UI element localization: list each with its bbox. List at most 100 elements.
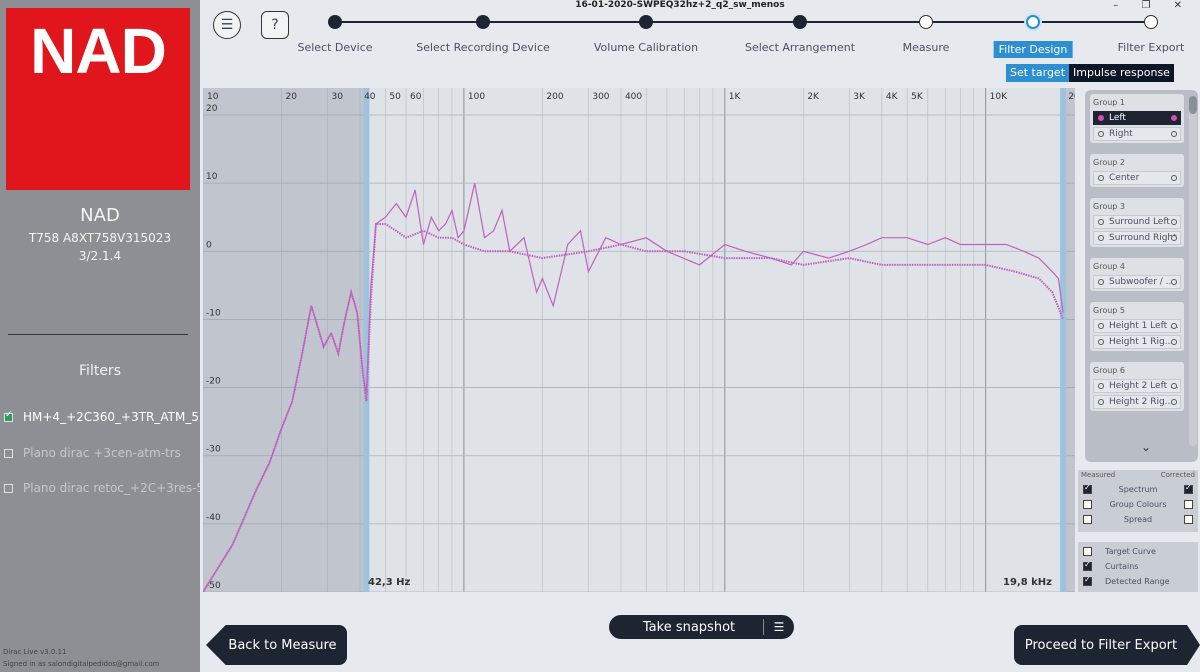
step-filter-design[interactable]: Filter Design [993, 41, 1073, 58]
group-box-6: Group 6 Height 2 Left ... Height 2 Rig... [1090, 362, 1184, 411]
window-controls[interactable]: – ❐ ✕ [1113, 0, 1192, 11]
x-tick-label: 60 [410, 92, 422, 102]
plot-background [203, 88, 1075, 592]
filters-title: Filters [79, 363, 121, 379]
option-group-colours: Group Colours [1078, 498, 1198, 512]
x-tick-label: 3K [853, 92, 866, 102]
y-tick-label: -10 [206, 308, 221, 318]
option-target-curve[interactable]: Target Curve [1078, 545, 1198, 559]
channel-label: Height 1 Left ... [1109, 321, 1179, 331]
step-select-device[interactable]: Select Device [297, 41, 373, 54]
tab-set-target[interactable]: Set target [1006, 64, 1070, 82]
step-select-arrangement[interactable]: Select Arrangement [744, 41, 856, 54]
option-detected-range[interactable]: Detected Range [1078, 575, 1198, 589]
x-tick-label: 100 [468, 92, 485, 102]
step-dot-filter-export[interactable] [1144, 15, 1158, 29]
filter-item-1[interactable]: HM+4_+2C360_+3TR_ATM_5P [4, 407, 200, 427]
spread-corrected-checkbox[interactable] [1184, 515, 1193, 524]
menu-button[interactable]: ☰ [213, 11, 241, 39]
channel-item[interactable]: Right [1093, 127, 1181, 141]
spectrum-measured-checkbox[interactable] [1083, 483, 1092, 494]
tab-impulse-response[interactable]: Impulse response [1069, 64, 1174, 82]
x-tick-label: 50 [389, 92, 401, 102]
channel-item[interactable]: Height 2 Left ... [1093, 379, 1181, 393]
take-snapshot-button[interactable]: Take snapshot ☰ [609, 615, 794, 639]
channel-corrected-icon [1171, 235, 1177, 241]
channel-item[interactable]: Surround Left [1093, 215, 1181, 229]
spread-measured-checkbox[interactable] [1083, 515, 1092, 524]
help-button[interactable]: ? [261, 11, 289, 39]
filter-checkbox[interactable] [4, 410, 13, 422]
step-dot-volume-calibration[interactable] [639, 15, 653, 29]
group-title: Group 3 [1093, 202, 1125, 211]
group-colours-measured-checkbox[interactable] [1083, 500, 1092, 509]
device-panel: NAD NAD T758 A8XT758V315023 3/2.1.4 Filt… [0, 0, 200, 672]
curtain-low [203, 88, 367, 592]
frequency-response-chart[interactable]: 1020304050601002003004001K2K3K4K5K10K20K… [203, 88, 1075, 592]
step-dot-select-arrangement[interactable] [793, 15, 807, 29]
step-dot-filter-design[interactable] [1026, 15, 1040, 29]
snapshot-label: Take snapshot [642, 619, 736, 635]
spectrum-corrected-checkbox[interactable] [1184, 483, 1193, 494]
group-box-4: Group 4 Subwoofer / ... [1090, 258, 1184, 291]
filter-item-2[interactable]: Plano dirac +3cen-atm-trs [4, 443, 200, 463]
version-text: Dirac Live v3.0.11 [3, 648, 67, 656]
channel-radio-icon [1098, 115, 1104, 121]
curtains-checkbox[interactable] [1083, 560, 1092, 571]
y-tick-label: 20 [206, 104, 218, 114]
option-label: Target Curve [1105, 547, 1156, 556]
channel-item[interactable]: Left [1093, 111, 1181, 125]
step-select-recording-device[interactable]: Select Recording Device [416, 41, 550, 54]
curtain-low-label: 42,3 Hz [368, 577, 411, 588]
detected-range-checkbox[interactable] [1083, 575, 1092, 586]
filter-item-3[interactable]: Plano dirac retoc_+2C+3res-5P [4, 478, 200, 498]
channel-groups-panel: Group 1 Left Right Group 2 Center Group 3 Surr… [1085, 90, 1198, 462]
filter-checkbox[interactable] [4, 448, 13, 458]
groups-scrollbar[interactable] [1189, 96, 1197, 446]
channel-corrected-icon [1171, 175, 1177, 181]
curtain-high-label: 19,8 kHz [1003, 577, 1052, 588]
channel-item[interactable]: Height 1 Rig... [1093, 335, 1181, 349]
back-to-measure-button[interactable]: Back to Measure [206, 625, 347, 665]
channel-item[interactable]: Center [1093, 171, 1181, 185]
channel-radio-icon [1098, 175, 1104, 181]
target-curve-checkbox[interactable] [1083, 547, 1092, 556]
chevron-down-icon[interactable]: ⌄ [1141, 440, 1152, 454]
channel-radio-icon [1098, 383, 1104, 389]
group-box-3: Group 3 Surround Left Surround Right [1090, 198, 1184, 247]
chart-svg[interactable]: 1020304050601002003004001K2K3K4K5K10K20K… [203, 88, 1075, 592]
y-tick-label: 10 [206, 172, 218, 182]
channel-item[interactable]: Height 2 Rig... [1093, 395, 1181, 409]
channel-item[interactable]: Surround Right [1093, 231, 1181, 245]
channel-item[interactable]: Subwoofer / ... [1093, 275, 1181, 289]
option-label: Spectrum [1118, 485, 1158, 494]
step-dot-measure[interactable] [919, 15, 933, 29]
step-measure[interactable]: Measure [902, 41, 950, 54]
logo-text: NAD [30, 15, 167, 87]
step-volume-calibration[interactable]: Volume Calibration [593, 41, 699, 54]
scroll-thumb[interactable] [1189, 96, 1197, 114]
series-line-2 [203, 223, 1065, 592]
step-filter-export[interactable]: Filter Export [1117, 41, 1185, 54]
group-colours-corrected-checkbox[interactable] [1184, 500, 1193, 509]
group-title: Group 4 [1093, 262, 1125, 271]
proceed-to-filter-export-button[interactable]: Proceed to Filter Export [1014, 625, 1200, 665]
group-title: Group 5 [1093, 306, 1125, 315]
filter-label: Plano dirac +3cen-atm-trs [23, 446, 181, 460]
step-dot-select-device[interactable] [328, 15, 342, 29]
channel-item[interactable]: Height 1 Left ... [1093, 319, 1181, 333]
channel-corrected-icon [1171, 115, 1177, 121]
channel-corrected-icon [1171, 399, 1177, 405]
channel-label: Height 1 Rig... [1109, 337, 1174, 347]
x-tick-label: 300 [592, 92, 609, 102]
x-tick-label: 20K [1068, 92, 1075, 102]
channel-radio-icon [1098, 235, 1104, 241]
filter-checkbox[interactable] [4, 483, 13, 493]
channel-corrected-icon [1171, 383, 1177, 389]
step-dot-select-recording-device[interactable] [476, 15, 490, 29]
snapshot-list-icon[interactable]: ☰ [773, 620, 785, 634]
view-options: Target Curve Curtains Detected Range [1078, 542, 1198, 592]
option-curtains[interactable]: Curtains [1078, 560, 1198, 574]
curtain-low-handle [363, 88, 370, 592]
x-tick-label: 5K [911, 92, 924, 102]
